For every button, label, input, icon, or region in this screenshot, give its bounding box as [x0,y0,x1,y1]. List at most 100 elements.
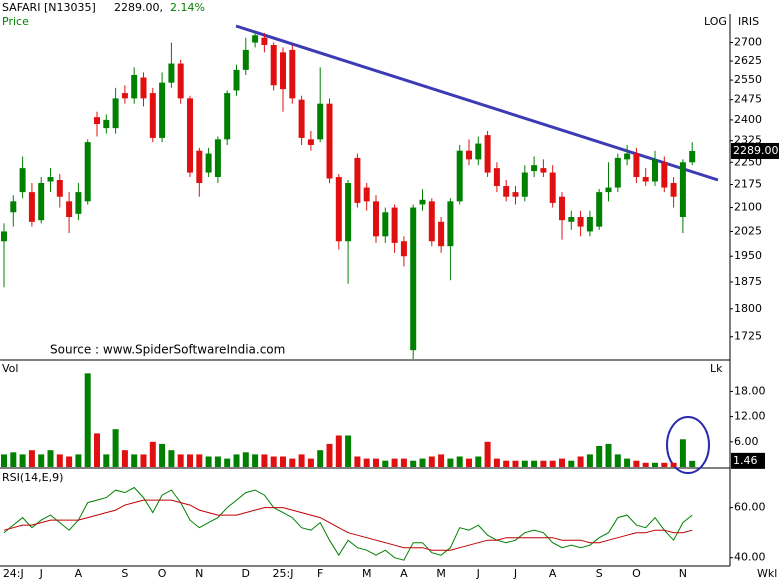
candle-body [605,187,612,193]
candle-body [38,183,45,221]
rsi-line [3,499,693,551]
volume-bar [521,460,528,467]
candle-body [121,93,128,99]
candle-body [94,117,100,125]
volume-bar [94,433,100,467]
y-tick-label: 6.00 [734,435,759,448]
candle-body [419,199,426,205]
candle-body [131,74,138,99]
source: Source : www.SpiderSoftwareIndia.com [50,343,285,357]
candle-body [652,159,658,182]
candle-body [233,69,240,91]
volume-bar [56,454,63,467]
volume-bar [614,454,621,467]
candle-body [633,153,640,178]
candle-body [549,172,556,203]
volume-bar [112,429,119,467]
candle-body [391,207,398,243]
candle-body [261,37,268,45]
volume-bar [624,458,631,467]
candle-body [447,201,454,247]
candle-body [280,52,286,90]
y-tick-label: 2100 [734,201,762,214]
volume-bar [1,454,7,467]
volume-bar [428,456,435,467]
volume-bar [205,456,212,467]
volume-bar [503,460,510,467]
candle-body [177,63,184,99]
indicator-label: IRIS [738,15,759,28]
volume-bar [689,460,696,467]
volume-bar [326,443,333,467]
volume-bar [252,454,259,467]
y-tick-label: 1875 [734,275,762,288]
candle-body [47,177,54,182]
candle-body [1,231,7,242]
x-tick-label: D [242,567,250,580]
volume-bar [28,450,35,467]
volume-bar [419,458,426,467]
volume-bar [317,450,324,467]
candle-body [521,172,528,197]
volume-bar [103,454,110,467]
x-tick-label: S [596,567,603,580]
x-tick-label: F [317,567,323,580]
volume-bar [214,456,221,467]
volume-bar [577,456,584,467]
volume-bar [652,462,658,467]
y-tick-label: 1725 [734,330,762,343]
y-tick-label: 18.00 [734,384,766,397]
candle-body [624,153,631,160]
x-tick-label: O [632,567,641,580]
candle-body [363,187,370,202]
volume-bar [196,454,203,467]
y-tick-label: 2025 [734,224,762,237]
candle-body [679,162,686,218]
candle-body [512,192,519,197]
volume-bar [168,450,175,467]
candle-body [410,207,417,351]
x-tick-label: J [513,567,517,580]
x-tick-label: M [436,567,446,580]
candle-body [317,103,324,140]
candle-body [493,168,500,187]
candle-body [614,157,621,188]
candle-body [456,150,463,202]
volume-bar [373,458,379,467]
candle-body [466,150,472,160]
candles [1,30,696,359]
candle-body [28,192,35,222]
candle-body [559,196,565,221]
volume-bar [456,456,463,467]
x-tick-label: A [400,567,408,580]
x-tick-label: S [121,567,128,580]
candle-body [205,153,212,173]
volume-bar [400,458,407,467]
rsi-label: RSI(14,E,9) [2,471,63,484]
candle-body [382,212,389,237]
y-tick-label: 12.00 [734,410,766,423]
last-price: 2289.00, [114,1,163,14]
vol-label: Vol [2,362,18,375]
volume-bar [75,454,82,467]
volume-bar [512,460,519,467]
volume-bar [586,454,593,467]
last-price-label: 2289.00 [733,144,779,157]
y-tick-label: 2475 [734,93,762,106]
x-tick-label: 25:J [273,567,294,580]
candle-body [187,98,193,173]
candle-body [75,192,82,214]
volume-bar [121,450,128,467]
candle-body [84,142,91,202]
candle-body [642,177,649,182]
last-volume-box [731,452,765,469]
candle-body [19,168,26,193]
price-label: Price [2,15,29,28]
volume-bar [540,460,547,467]
volume-bar [596,446,603,467]
candle-body [149,93,156,138]
volume-bar [177,454,184,467]
candle-body [103,119,110,129]
x-tick-label: A [549,567,557,580]
